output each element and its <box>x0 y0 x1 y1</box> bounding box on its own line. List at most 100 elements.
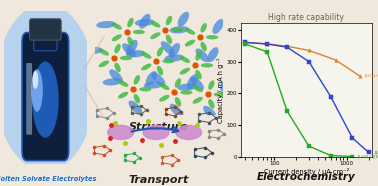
Ellipse shape <box>134 94 140 103</box>
[Li(SL)₂][TFSA] <box>285 45 289 47</box>
Ellipse shape <box>127 37 133 46</box>
Ellipse shape <box>159 95 169 102</box>
Ellipse shape <box>109 69 123 83</box>
FancyBboxPatch shape <box>34 29 57 51</box>
Ellipse shape <box>164 54 184 62</box>
Ellipse shape <box>122 43 136 57</box>
Ellipse shape <box>208 99 215 109</box>
Ellipse shape <box>166 16 172 25</box>
Ellipse shape <box>187 74 198 89</box>
Ellipse shape <box>171 28 183 32</box>
[Li(SL)₂][TFSA] <box>265 43 270 45</box>
[Li(SL)₃][TFSA] <box>243 41 248 44</box>
Text: [Li(SL)₂][BF₄]: [Li(SL)₂][BF₄] <box>358 155 378 158</box>
[Li(SL)₃][TFSA] <box>265 43 270 45</box>
Ellipse shape <box>159 83 169 90</box>
[Li(SL)₂][TFSA] <box>243 41 248 44</box>
Text: Transport: Transport <box>129 175 189 185</box>
Ellipse shape <box>141 64 152 70</box>
Ellipse shape <box>178 12 189 27</box>
Ellipse shape <box>190 77 204 90</box>
Ellipse shape <box>112 34 122 41</box>
[Li(SL)₃][TFSA] <box>350 137 355 139</box>
Ellipse shape <box>33 71 38 89</box>
Ellipse shape <box>170 104 183 117</box>
[Li(SL)₂][TFSA] <box>333 59 338 61</box>
Ellipse shape <box>141 52 152 59</box>
[Li(SL)₃][TFSA] <box>366 151 371 153</box>
Ellipse shape <box>127 18 133 27</box>
Ellipse shape <box>150 21 161 28</box>
Ellipse shape <box>126 50 146 57</box>
FancyBboxPatch shape <box>29 19 61 40</box>
Ellipse shape <box>200 23 207 33</box>
Y-axis label: Capacity / mA h g⁻¹: Capacity / mA h g⁻¹ <box>217 57 225 123</box>
Ellipse shape <box>31 69 43 112</box>
Ellipse shape <box>177 84 197 91</box>
Ellipse shape <box>152 72 166 86</box>
Text: Structure: Structure <box>129 122 189 132</box>
Ellipse shape <box>161 41 174 55</box>
Title: High rate capability: High rate capability <box>268 13 344 22</box>
Ellipse shape <box>185 40 195 46</box>
Text: [Li(SL)₂][TFSA]: [Li(SL)₂][TFSA] <box>365 74 378 78</box>
Ellipse shape <box>166 35 172 44</box>
Circle shape <box>143 125 169 140</box>
[Li(SL)₂][BF₄] <box>243 43 248 45</box>
Ellipse shape <box>192 97 203 104</box>
[Li(SL)₂][BF₄] <box>307 145 311 147</box>
Line: [Li(SL)₂][BF₄]: [Li(SL)₂][BF₄] <box>244 42 354 158</box>
Ellipse shape <box>118 80 129 87</box>
Ellipse shape <box>139 14 150 29</box>
Ellipse shape <box>203 106 217 119</box>
Ellipse shape <box>126 40 138 55</box>
[Li(SL)₃][TFSA] <box>285 46 289 48</box>
Ellipse shape <box>135 19 155 26</box>
Ellipse shape <box>99 60 109 67</box>
Ellipse shape <box>195 51 202 61</box>
Ellipse shape <box>214 92 226 97</box>
Ellipse shape <box>32 62 59 138</box>
Ellipse shape <box>134 75 140 85</box>
Ellipse shape <box>118 92 129 99</box>
Ellipse shape <box>129 101 142 114</box>
[Li(SL)₂][TFSA] <box>307 49 311 52</box>
Circle shape <box>176 125 201 140</box>
[Li(SL)₂][BF₄] <box>265 51 270 53</box>
Ellipse shape <box>120 56 132 60</box>
Ellipse shape <box>169 26 189 33</box>
Ellipse shape <box>162 59 175 63</box>
[Li(SL)₃][TFSA] <box>307 60 311 63</box>
Ellipse shape <box>99 49 109 56</box>
Ellipse shape <box>200 42 207 51</box>
[Li(SL)₂][BF₄] <box>328 154 333 157</box>
Ellipse shape <box>150 32 161 39</box>
Ellipse shape <box>192 85 203 92</box>
[Li(SL)₂][BF₄] <box>285 110 289 112</box>
Text: Molten Solvate Electrolytes: Molten Solvate Electrolytes <box>0 176 97 182</box>
Ellipse shape <box>139 87 151 92</box>
Ellipse shape <box>157 47 163 57</box>
Ellipse shape <box>83 47 103 54</box>
Ellipse shape <box>133 30 145 34</box>
Line: [Li(SL)₃][TFSA]: [Li(SL)₃][TFSA] <box>244 41 370 154</box>
Ellipse shape <box>112 23 122 30</box>
Ellipse shape <box>195 49 209 62</box>
FancyBboxPatch shape <box>26 63 32 135</box>
Ellipse shape <box>157 66 163 75</box>
Ellipse shape <box>115 44 121 53</box>
Line: [Li(SL)₂][TFSA]: [Li(SL)₂][TFSA] <box>244 41 361 78</box>
Ellipse shape <box>96 21 116 28</box>
Ellipse shape <box>180 68 190 75</box>
Ellipse shape <box>102 78 122 86</box>
Ellipse shape <box>146 71 157 86</box>
Ellipse shape <box>195 70 202 79</box>
Ellipse shape <box>208 80 215 90</box>
Text: [Li(SL)₃][TFSA]: [Li(SL)₃][TFSA] <box>374 150 378 154</box>
[Li(SL)₃][TFSA] <box>328 95 333 98</box>
Ellipse shape <box>201 63 213 68</box>
FancyBboxPatch shape <box>22 33 69 161</box>
[Li(SL)₂][BF₄] <box>350 155 355 158</box>
Ellipse shape <box>175 78 181 88</box>
Ellipse shape <box>175 97 181 107</box>
